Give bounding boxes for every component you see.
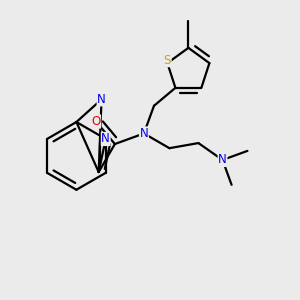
Text: N: N <box>97 93 106 106</box>
Text: S: S <box>164 54 171 67</box>
Text: N: N <box>101 133 110 146</box>
Text: N: N <box>140 127 148 140</box>
Text: O: O <box>91 115 101 128</box>
Text: N: N <box>218 154 227 166</box>
